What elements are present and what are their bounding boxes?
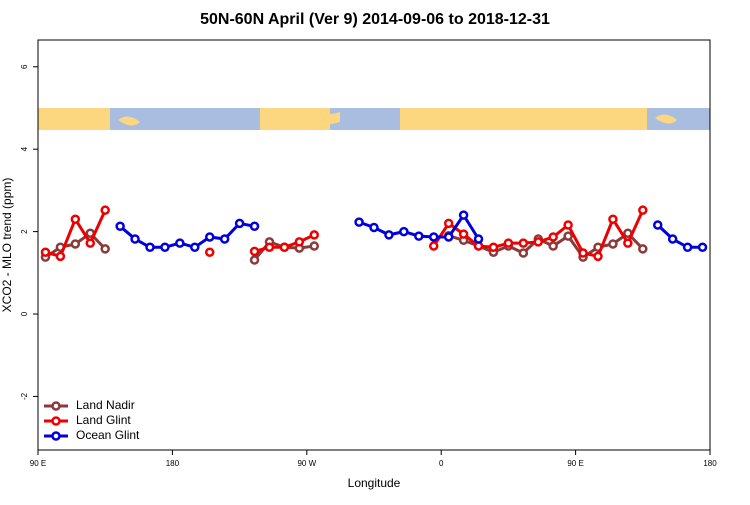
data-point <box>369 222 379 233</box>
data-point <box>204 247 215 257</box>
y-tick-label: 4 <box>20 146 29 151</box>
map-ocean <box>330 108 400 130</box>
data-point <box>563 231 573 241</box>
legend-marker <box>51 431 61 441</box>
legend-label: Land Glint <box>76 413 131 427</box>
y-tick-label: 2 <box>20 229 29 234</box>
data-point <box>100 205 110 215</box>
x-tick-label: 90 W <box>297 459 316 468</box>
data-point <box>145 242 155 253</box>
data-point <box>503 238 514 248</box>
data-point <box>204 232 215 242</box>
map-ocean <box>110 108 260 130</box>
data-point <box>443 232 454 242</box>
data-point <box>190 242 200 253</box>
data-point <box>249 221 260 232</box>
y-axis-label: XCO2 - MLO trend (ppm) <box>0 178 14 313</box>
data-point <box>533 237 544 247</box>
data-point <box>115 221 125 232</box>
series <box>40 205 648 262</box>
x-tick-label: 180 <box>166 459 180 468</box>
data-point <box>578 248 588 258</box>
x-tick-label: 0 <box>439 459 444 468</box>
data-point <box>667 234 678 244</box>
data-point <box>399 226 409 237</box>
data-point <box>518 248 529 258</box>
data-point <box>249 246 260 257</box>
data-point <box>428 241 439 251</box>
map-band <box>38 108 710 130</box>
data-point <box>309 230 320 240</box>
data-point <box>458 210 469 220</box>
legend-marker <box>51 401 61 411</box>
data-point <box>294 237 305 247</box>
plot-frame <box>37 39 711 451</box>
data-point <box>563 220 573 230</box>
data-point <box>623 238 633 248</box>
data-point <box>428 232 439 242</box>
x-tick-label: 90 E <box>567 459 583 468</box>
data-point <box>85 238 96 248</box>
data-point <box>264 242 275 253</box>
data-point <box>234 218 245 229</box>
data-point <box>682 242 693 253</box>
data-point <box>638 244 648 254</box>
data-point <box>219 234 230 244</box>
x-tick-label: 180 <box>703 459 717 468</box>
data-point <box>652 220 663 230</box>
data-point <box>100 244 110 254</box>
legend-label: Land Nadir <box>76 398 135 412</box>
data-point <box>40 247 51 257</box>
data-point <box>458 229 469 239</box>
data-point <box>593 251 603 262</box>
data-point <box>608 239 618 249</box>
legend-label: Ocean Glint <box>76 428 140 442</box>
x-axis-label: Longitude <box>348 476 401 490</box>
data-point <box>279 242 290 253</box>
data-point <box>518 238 529 248</box>
data-point <box>249 255 260 265</box>
data-point <box>548 232 558 242</box>
chart-title: 50N-60N April (Ver 9) 2014-09-06 to 2018… <box>200 11 550 28</box>
data-point <box>638 205 648 215</box>
data-point <box>70 239 81 249</box>
y-tick-label: 6 <box>20 64 29 69</box>
data-point <box>384 230 394 240</box>
x-tick-label: 90 E <box>30 459 46 468</box>
map-ocean <box>647 108 710 130</box>
data-point <box>697 242 708 253</box>
data-point <box>443 218 454 229</box>
data-point <box>473 234 484 244</box>
series <box>115 210 708 253</box>
y-tick-label: -2 <box>20 392 29 400</box>
data-point <box>548 241 558 251</box>
data-point <box>354 217 364 227</box>
data-point <box>55 251 66 262</box>
y-tick-label: 0 <box>20 311 29 316</box>
data-point <box>488 242 499 253</box>
data-point <box>309 241 320 251</box>
data-point <box>70 214 81 224</box>
legend-marker <box>51 416 61 426</box>
data-point <box>160 242 170 253</box>
data-point <box>130 234 140 244</box>
data-point <box>414 231 424 241</box>
data-point <box>175 238 185 248</box>
data-point <box>608 214 618 224</box>
